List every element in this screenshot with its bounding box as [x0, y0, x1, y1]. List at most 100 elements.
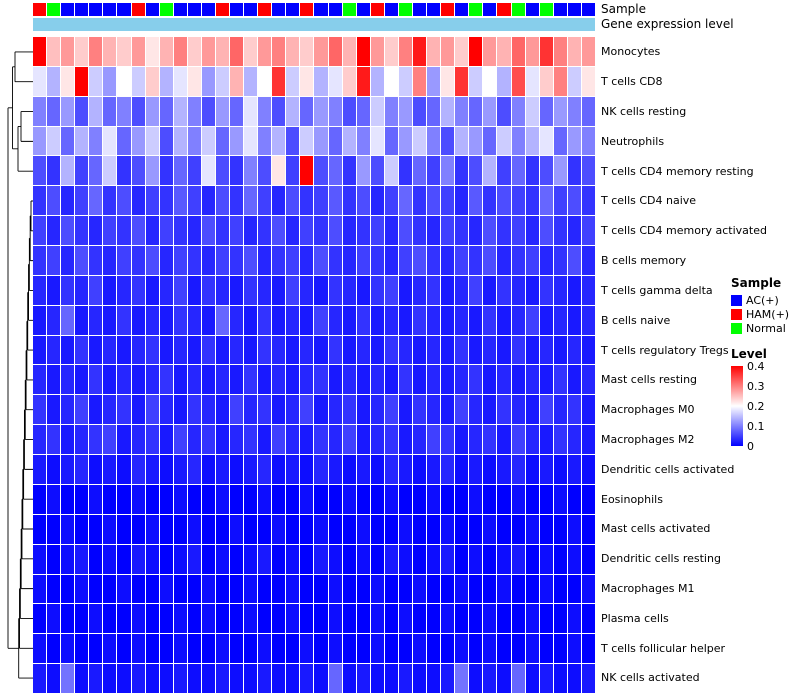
heatmap-cell — [511, 604, 525, 634]
heatmap-cell — [525, 186, 539, 216]
heatmap-cell — [441, 335, 455, 365]
heatmap-cell — [427, 634, 441, 664]
heatmap-cell — [131, 216, 145, 246]
heatmap-cell — [117, 395, 131, 425]
heatmap-cell — [61, 395, 75, 425]
heatmap-cell — [384, 634, 398, 664]
heatmap-cell — [539, 365, 553, 395]
heatmap-cell — [413, 126, 427, 156]
heatmap-cell — [483, 514, 497, 544]
heatmap-cell — [356, 455, 370, 484]
heatmap-cell — [328, 275, 342, 305]
heatmap-cell — [328, 484, 342, 514]
heatmap-cell — [187, 37, 201, 66]
heatmap-cell — [300, 664, 314, 693]
heatmap-cell — [356, 634, 370, 664]
heatmap-cell — [342, 216, 356, 246]
heatmap-cell — [33, 37, 47, 66]
heatmap-cell — [581, 335, 595, 365]
heatmap-cell — [300, 156, 314, 186]
sample-annotation-cell — [230, 3, 244, 16]
heatmap-cell — [145, 664, 159, 693]
heatmap-cell — [215, 514, 230, 544]
heatmap-cell — [441, 455, 455, 484]
heatmap-cell — [103, 275, 117, 305]
heatmap-cell — [314, 365, 328, 395]
heatmap-cell — [581, 156, 595, 186]
heatmap-cell — [328, 96, 342, 126]
heatmap-cell — [117, 514, 131, 544]
heatmap-cell — [328, 305, 342, 335]
heatmap-cell — [342, 544, 356, 574]
heatmap-cell — [131, 246, 145, 275]
sample-annotation-cell — [187, 3, 201, 16]
row-label: Dendritic cells activated — [601, 462, 735, 476]
heatmap-cell — [581, 514, 595, 544]
heatmap-cell — [427, 365, 441, 395]
heatmap-cell — [398, 514, 413, 544]
heatmap-cell — [244, 574, 258, 604]
heatmap-cell — [117, 156, 131, 186]
heatmap-cell — [427, 574, 441, 604]
row-label: Plasma cells — [601, 611, 669, 625]
heatmap-cell — [47, 365, 61, 395]
heatmap-cell — [244, 634, 258, 664]
heatmap-cell — [413, 156, 427, 186]
heatmap-cell — [272, 425, 286, 455]
heatmap-cell — [61, 365, 75, 395]
heatmap-cell — [314, 514, 328, 544]
row-label: Mast cells activated — [601, 522, 711, 536]
heatmap-cell — [215, 544, 230, 574]
heatmap-cell — [103, 335, 117, 365]
heatmap-cell — [159, 664, 173, 693]
heatmap-cell — [314, 186, 328, 216]
heatmap-cell — [427, 156, 441, 186]
heatmap-cell — [300, 246, 314, 275]
heatmap-cell — [173, 246, 187, 275]
heatmap-cell — [483, 664, 497, 693]
heatmap-cell — [61, 246, 75, 275]
sample-annotation-cell — [511, 3, 525, 16]
heatmap-cell — [483, 574, 497, 604]
heatmap-cell — [75, 574, 89, 604]
heatmap-cell — [187, 514, 201, 544]
heatmap-cell — [511, 395, 525, 425]
legend-sample-entries: AC(+) HAM(+) Normal — [731, 293, 799, 335]
heatmap-cell — [356, 186, 370, 216]
heatmap-cell — [483, 246, 497, 275]
heatmap-cell — [187, 395, 201, 425]
heatmap-cell — [201, 246, 215, 275]
heatmap-cell — [47, 156, 61, 186]
heatmap-cell — [258, 335, 272, 365]
heatmap-cell — [159, 425, 173, 455]
heatmap-cell — [483, 126, 497, 156]
heatmap-cell — [244, 544, 258, 574]
heatmap-cell — [244, 96, 258, 126]
heatmap-cell — [258, 664, 272, 693]
heatmap-cell — [511, 275, 525, 305]
heatmap-cell — [272, 275, 286, 305]
legend-sample-title: Sample — [731, 276, 782, 290]
heatmap-cell — [413, 96, 427, 126]
sample-annotation-cell — [441, 3, 455, 16]
level-tick-label: 0.2 — [747, 400, 765, 413]
sample-annotation-cell — [553, 3, 567, 16]
heatmap-cell — [314, 305, 328, 335]
heatmap-cell — [230, 455, 244, 484]
heatmap-cell — [469, 455, 483, 484]
heatmap-cell — [370, 186, 384, 216]
heatmap-cell — [89, 305, 103, 335]
heatmap-cell — [567, 305, 581, 335]
heatmap-cell — [215, 246, 230, 275]
row-labels: Monocytes T cells CD8 NK cells resting Neut… — [601, 37, 767, 693]
heatmap-cell — [497, 604, 511, 634]
heatmap-cell — [511, 664, 525, 693]
sample-annotation-cell — [244, 3, 258, 16]
heatmap-cell — [33, 544, 47, 574]
heatmap-cell — [413, 275, 427, 305]
heatmap-cell — [173, 66, 187, 96]
row-label: Macrophages M2 — [601, 432, 695, 446]
heatmap-cell — [173, 126, 187, 156]
heatmap-cell — [201, 305, 215, 335]
sample-annotation-cell — [342, 3, 356, 16]
